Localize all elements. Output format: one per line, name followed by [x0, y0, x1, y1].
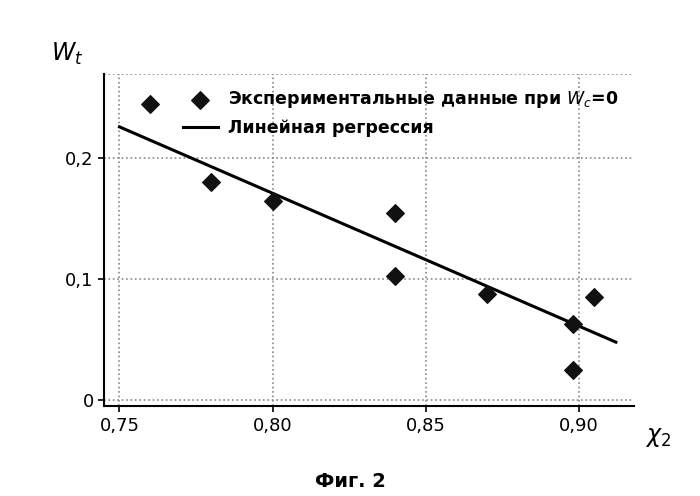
Point — [568, 366, 579, 374]
Point — [144, 100, 155, 108]
Point — [589, 294, 600, 302]
Point — [267, 196, 279, 204]
Point — [482, 290, 493, 298]
Point — [568, 320, 579, 328]
Text: $W_t$: $W_t$ — [51, 41, 83, 67]
Point — [390, 209, 401, 217]
Point — [206, 179, 217, 186]
Point — [390, 272, 401, 280]
Text: $\chi_2$: $\chi_2$ — [645, 425, 671, 448]
Legend: Экспериментальные данные при $W_c$=0, Линейная регрессия: Экспериментальные данные при $W_c$=0, Ли… — [176, 82, 626, 144]
Text: Фиг. 2: Фиг. 2 — [314, 472, 386, 491]
